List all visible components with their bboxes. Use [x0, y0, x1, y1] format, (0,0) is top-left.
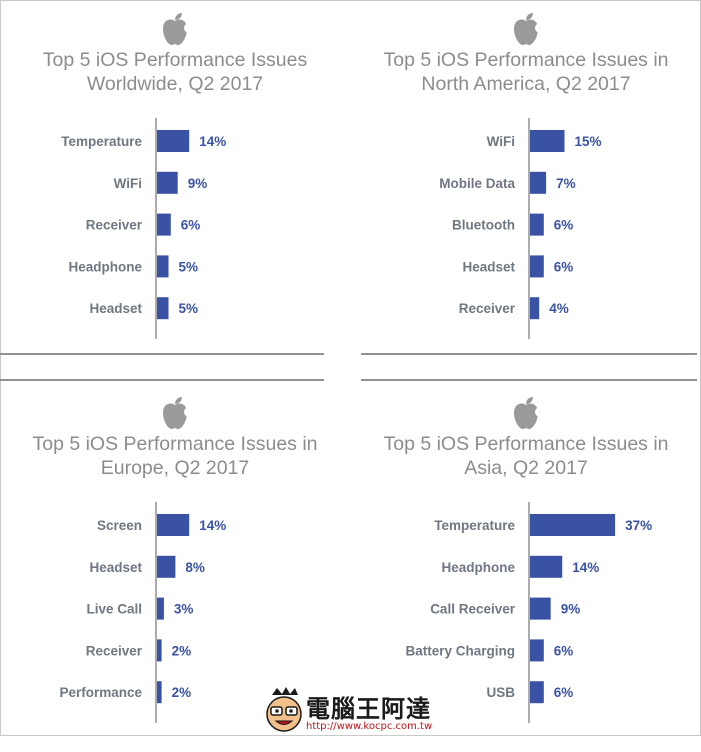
value-label: 37%: [625, 518, 652, 533]
bar: [157, 639, 162, 662]
category-label: USB: [486, 685, 515, 700]
value-label: 4%: [549, 301, 569, 316]
bar: [530, 514, 616, 536]
category-label: Mobile Data: [439, 176, 515, 191]
chart-title: Top 5 iOS Performance Issues in North Am…: [383, 49, 669, 95]
category-label: WiFi: [487, 134, 515, 149]
bar: [530, 130, 565, 152]
value-label: 3%: [174, 602, 194, 617]
watermark: 電腦王阿達 http://www.kocpc.com.tw: [262, 686, 442, 736]
category-label: Headphone: [441, 560, 515, 575]
watermark-url: http://www.kocpc.com.tw: [306, 721, 433, 732]
bar: [530, 681, 544, 704]
bar: [157, 681, 162, 704]
mascot-face-icon: [266, 687, 302, 732]
category-label: Screen: [97, 518, 142, 533]
category-label: Headphone: [68, 259, 142, 274]
bar: [530, 639, 544, 662]
value-label: 6%: [554, 685, 574, 700]
category-label: Live Call: [86, 602, 142, 617]
value-label: 6%: [554, 218, 574, 233]
apple-logo-icon: [351, 396, 701, 430]
bar: [530, 297, 540, 320]
chart-panel-asia: Top 5 iOS Performance Issues in Asia, Q2…: [351, 384, 701, 752]
bar: [157, 130, 190, 152]
bar-chart: Temperature 14% WiFi 9% Receiver 6% Headphone 5…: [61, 118, 226, 339]
category-label: Performance: [59, 685, 142, 700]
value-label: 5%: [179, 301, 199, 316]
category-label: Receiver: [86, 218, 143, 233]
bar: [157, 555, 176, 578]
category-label: Battery Charging: [405, 643, 515, 658]
category-label: Receiver: [86, 643, 143, 658]
value-label: 6%: [554, 259, 574, 274]
bar: [157, 597, 164, 620]
apple-logo-icon: [0, 396, 350, 430]
bar: [530, 171, 547, 194]
category-label: Receiver: [459, 301, 516, 316]
bar-chart: WiFi 15% Mobile Data 7% Bluetooth 6% Headset 6%…: [439, 118, 602, 339]
value-label: 14%: [199, 134, 226, 149]
category-label: Headset: [89, 560, 142, 575]
bar: [530, 213, 544, 236]
chart-panel-europe: Top 5 iOS Performance Issues in Europe, …: [0, 384, 350, 752]
value-label: 7%: [556, 176, 576, 191]
category-label: Call Receiver: [430, 602, 516, 617]
divider-top-left: [0, 353, 324, 355]
value-label: 2%: [172, 685, 192, 700]
bar-chart: Screen 14% Headset 8% Live Call 3% Receiver 2% P…: [59, 502, 226, 723]
chart-title: Top 5 iOS Performance Issues in Europe, …: [32, 433, 318, 479]
value-label: 9%: [188, 176, 208, 191]
category-label: Bluetooth: [452, 218, 515, 233]
category-label: Headset: [89, 301, 142, 316]
chart-title: Top 5 iOS Performance Issues Worldwide, …: [42, 49, 308, 95]
apple-logo-icon: [351, 12, 701, 46]
value-label: 9%: [561, 602, 581, 617]
watermark-brand: 電腦王阿達: [306, 695, 431, 723]
category-label: WiFi: [114, 176, 142, 191]
divider-bottom-left: [0, 379, 324, 381]
divider-bottom-right: [361, 379, 697, 381]
bar: [157, 514, 190, 536]
category-label: Temperature: [434, 518, 515, 533]
bar: [530, 597, 551, 620]
bar: [157, 297, 169, 320]
bar: [157, 213, 171, 236]
bar: [157, 255, 169, 278]
divider-top-right: [361, 353, 697, 355]
value-label: 6%: [554, 643, 574, 658]
value-label: 15%: [575, 134, 602, 149]
value-label: 6%: [181, 218, 201, 233]
apple-logo-icon: [0, 12, 350, 46]
bar: [157, 171, 178, 194]
value-label: 8%: [185, 560, 205, 575]
value-label: 14%: [572, 560, 599, 575]
value-label: 14%: [199, 518, 226, 533]
category-label: Headset: [462, 259, 515, 274]
bar: [530, 255, 544, 278]
category-label: Temperature: [61, 134, 142, 149]
chart-title: Top 5 iOS Performance Issues in Asia, Q2…: [383, 433, 669, 479]
value-label: 2%: [172, 643, 192, 658]
chart-panel-worldwide: Top 5 iOS Performance Issues Worldwide, …: [0, 0, 350, 368]
bar: [530, 555, 563, 578]
chart-panel-north-america: Top 5 iOS Performance Issues in North Am…: [351, 0, 701, 368]
bar-chart: Temperature 37% Headphone 14% Call Receiver 9…: [405, 502, 652, 723]
value-label: 5%: [179, 259, 199, 274]
